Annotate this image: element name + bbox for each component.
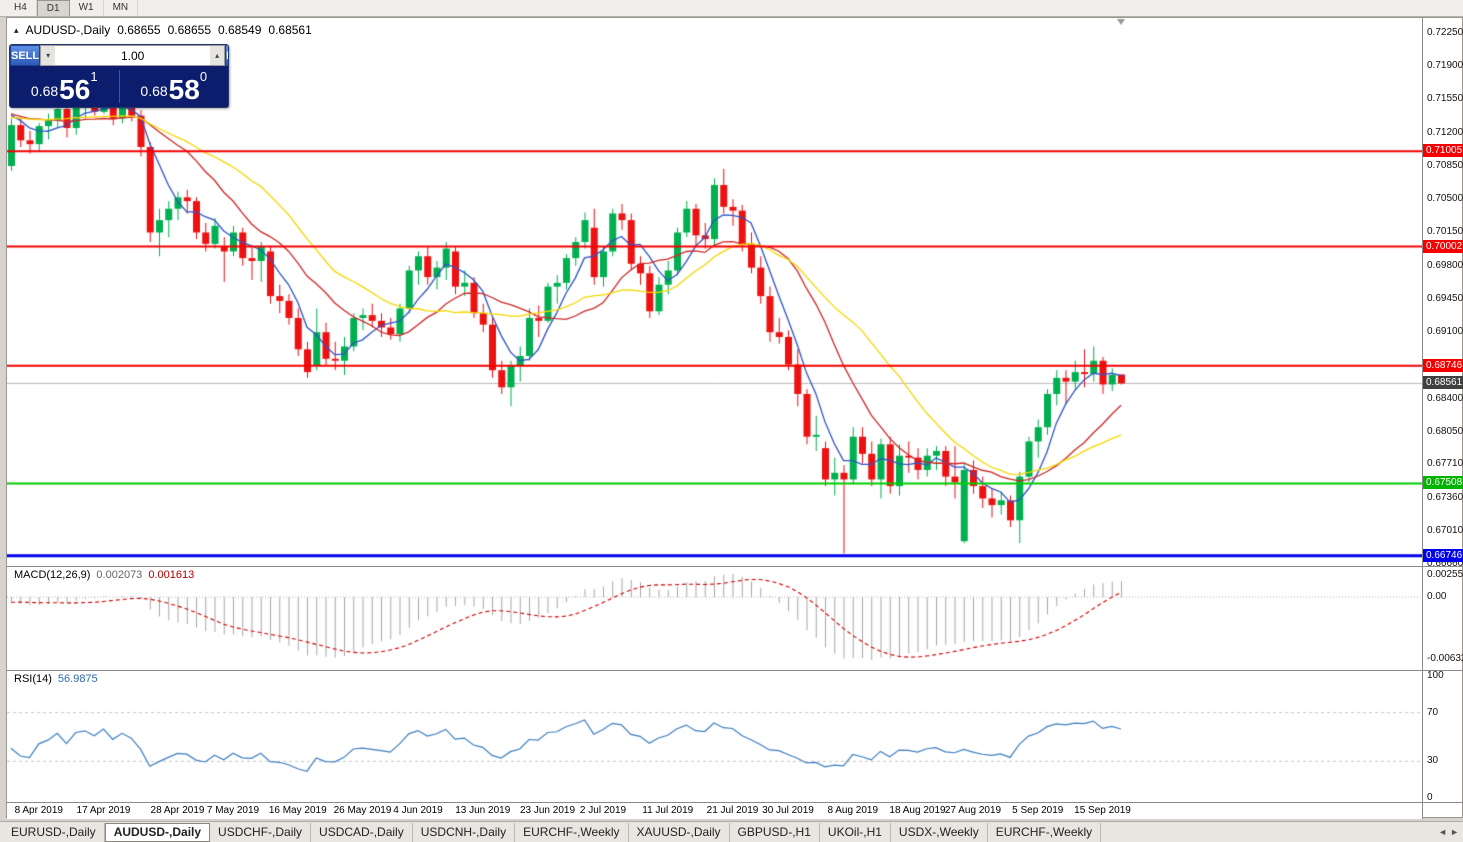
date-axis-label: 16 May 2019 (268, 805, 327, 816)
tab-scroll-right-icon[interactable]: ► (1450, 827, 1459, 837)
chart-tab-bar: EURUSD-,Daily AUDUSD-,Daily USDCHF-,Daily U… (0, 821, 1463, 842)
date-axis-label: 8 Apr 2019 (14, 805, 63, 816)
ohlc-high: 0.68655 (167, 23, 211, 37)
chart-tab-usdchf-daily[interactable]: USDCHF-,Daily (210, 822, 312, 842)
symbol-info: ▴ AUDUSD-,Daily 0.68655 0.68655 0.68549 … (14, 23, 312, 37)
price-scale-tick: 0.71200 (1427, 126, 1463, 138)
macd-main-value: 0.002073 (96, 569, 143, 581)
rsi-scale-0: 0 (1427, 792, 1433, 803)
ohlc-low: 0.68549 (218, 23, 262, 37)
date-axis-label: 23 Jun 2019 (519, 805, 576, 816)
price-chart-canvas[interactable] (7, 18, 1422, 819)
chart-tab-ukoil-h1[interactable]: UKOil-,H1 (820, 822, 891, 842)
volume-decrease-icon[interactable]: ▾ (41, 46, 56, 65)
date-axis-separator (7, 802, 1463, 803)
price-badge-current-price: 0.68561 (1423, 376, 1463, 390)
price-scale-tick: 0.70150 (1427, 226, 1463, 238)
sell-price[interactable]: 0.68 56 1 (30, 69, 98, 105)
date-axis-label: 21 Jul 2019 (706, 805, 759, 816)
date-axis-label: 18 Aug 2019 (889, 805, 946, 816)
price-scale-tick: 0.71550 (1427, 93, 1463, 105)
date-axis-label: 26 May 2019 (333, 805, 392, 816)
price-divider (118, 70, 120, 103)
date-axis-label: 17 Apr 2019 (76, 805, 131, 816)
date-axis[interactable]: 8 Apr 2019 17 Apr 2019 28 Apr 2019 7 May 20… (7, 803, 1422, 819)
rsi-scale-100: 100 (1427, 670, 1444, 681)
timeframe-toolbar: H4 D1 W1 MN (0, 0, 1463, 17)
price-scale-tick: 0.68050 (1427, 425, 1463, 437)
sell-button[interactable]: SELL (10, 45, 41, 66)
macd-signal-value: 0.001613 (148, 569, 195, 581)
price-scale-tick: 0.69450 (1427, 292, 1463, 304)
date-axis-label: 8 Aug 2019 (827, 805, 879, 816)
price-badge-support-level: 0.67508 (1423, 476, 1463, 490)
price-badge-resistance-level: 0.70002 (1423, 239, 1463, 253)
macd-label: MACD(12,26,9) 0.002073 0.001613 (14, 569, 195, 581)
macd-panel-separator[interactable] (7, 566, 1463, 567)
buy-button[interactable]: BUY (225, 45, 228, 66)
one-click-expand-icon[interactable]: ▴ (14, 24, 19, 35)
chart-title: AUDUSD-,Daily (25, 23, 111, 37)
timeframe-button-w1[interactable]: W1 (70, 0, 104, 16)
chart-window: ▴ AUDUSD-,Daily 0.68655 0.68655 0.68549 … (6, 17, 1463, 819)
price-scale-tick: 0.68400 (1427, 392, 1463, 404)
price-scale-tick: 0.67360 (1427, 491, 1463, 503)
macd-scale-min: -0.006326 (1427, 653, 1463, 664)
date-axis-label: 7 May 2019 (206, 805, 260, 816)
volume-input[interactable] (55, 46, 211, 65)
macd-scale-zero: 0.00 (1427, 591, 1447, 603)
price-scale-tick: 0.70500 (1427, 193, 1463, 205)
chart-tab-usdcnh-daily[interactable]: USDCNH-,Daily (413, 822, 516, 842)
rsi-panel-separator[interactable] (7, 670, 1463, 671)
price-scale-tick: 0.69100 (1427, 326, 1463, 338)
date-axis-label: 13 Jun 2019 (455, 805, 511, 816)
date-axis-label: 27 Aug 2019 (944, 805, 1002, 816)
chart-tab-xauusd-daily[interactable]: XAUUSD-,Daily (629, 822, 730, 842)
price-scale-tick: 0.67010 (1427, 524, 1463, 536)
rsi-scale-70: 70 (1427, 706, 1439, 718)
tab-scroll-left-icon[interactable]: ◄ (1438, 827, 1448, 837)
price-scale-tick: 0.72250 (1427, 27, 1463, 38)
price-scale-tick: 0.70850 (1427, 159, 1463, 171)
price-scale-tick: 0.67710 (1427, 458, 1463, 470)
ohlc-close: 0.68561 (268, 23, 312, 37)
date-axis-label: 4 Jun 2019 (393, 805, 443, 816)
price-badge-support-level: 0.66746 (1423, 548, 1463, 562)
date-axis-label: 28 Apr 2019 (150, 805, 205, 816)
price-badge-resistance-level: 0.71005 (1423, 144, 1463, 158)
chart-tab-audusd-daily[interactable]: AUDUSD-,Daily (104, 822, 211, 842)
chart-tab-usdcad-daily[interactable]: USDCAD-,Daily (311, 822, 413, 842)
date-axis-label: 30 Jul 2019 (762, 805, 814, 816)
timeframe-button-h4[interactable]: H4 (5, 0, 37, 16)
buy-price[interactable]: 0.68 58 0 (140, 69, 208, 105)
date-axis-label: 15 Sep 2019 (1074, 805, 1131, 816)
rsi-scale-30: 30 (1427, 755, 1439, 767)
date-axis-label: 11 Jul 2019 (642, 805, 694, 816)
price-scale-tick: 0.66660 (1427, 558, 1463, 569)
macd-scale-max: 0.0025574 (1427, 569, 1463, 580)
chart-tab-eurchf-weekly[interactable]: EURCHF-,Weekly (515, 822, 629, 842)
volume-spinner: ▾ ▴ (40, 45, 226, 66)
price-badge-resistance-level: 0.68746 (1423, 358, 1463, 372)
ohlc-open: 0.68655 (117, 23, 161, 37)
rsi-value: 56.9875 (57, 673, 98, 685)
rsi-label: RSI(14) 56.9875 (14, 673, 98, 685)
date-axis-label: 2 Jul 2019 (579, 805, 627, 816)
chart-tab-eurchf-weekly[interactable]: EURCHF-,Weekly (988, 822, 1102, 842)
price-scale-tick: 0.69800 (1427, 259, 1463, 271)
timeframe-button-d1[interactable]: D1 (36, 0, 70, 16)
chart-tab-eurusd-daily[interactable]: EURUSD-,Daily (3, 822, 105, 842)
price-scale-tick: 0.71900 (1427, 60, 1463, 72)
date-axis-label: 5 Sep 2019 (1012, 805, 1064, 816)
price-scale-border (1422, 18, 1423, 819)
tab-scroll-buttons: ◄ ► (1438, 827, 1459, 837)
chart-tab-usdx-weekly[interactable]: USDX-,Weekly (891, 822, 988, 842)
volume-increase-icon[interactable]: ▴ (210, 46, 225, 65)
price-scale[interactable]: 0.72250 0.71900 0.71550 0.71200 0.70850 0.705… (1423, 18, 1463, 819)
timeframe-button-mn[interactable]: MN (104, 0, 139, 16)
chart-tab-gbpusd-h1[interactable]: GBPUSD-,H1 (730, 822, 820, 842)
